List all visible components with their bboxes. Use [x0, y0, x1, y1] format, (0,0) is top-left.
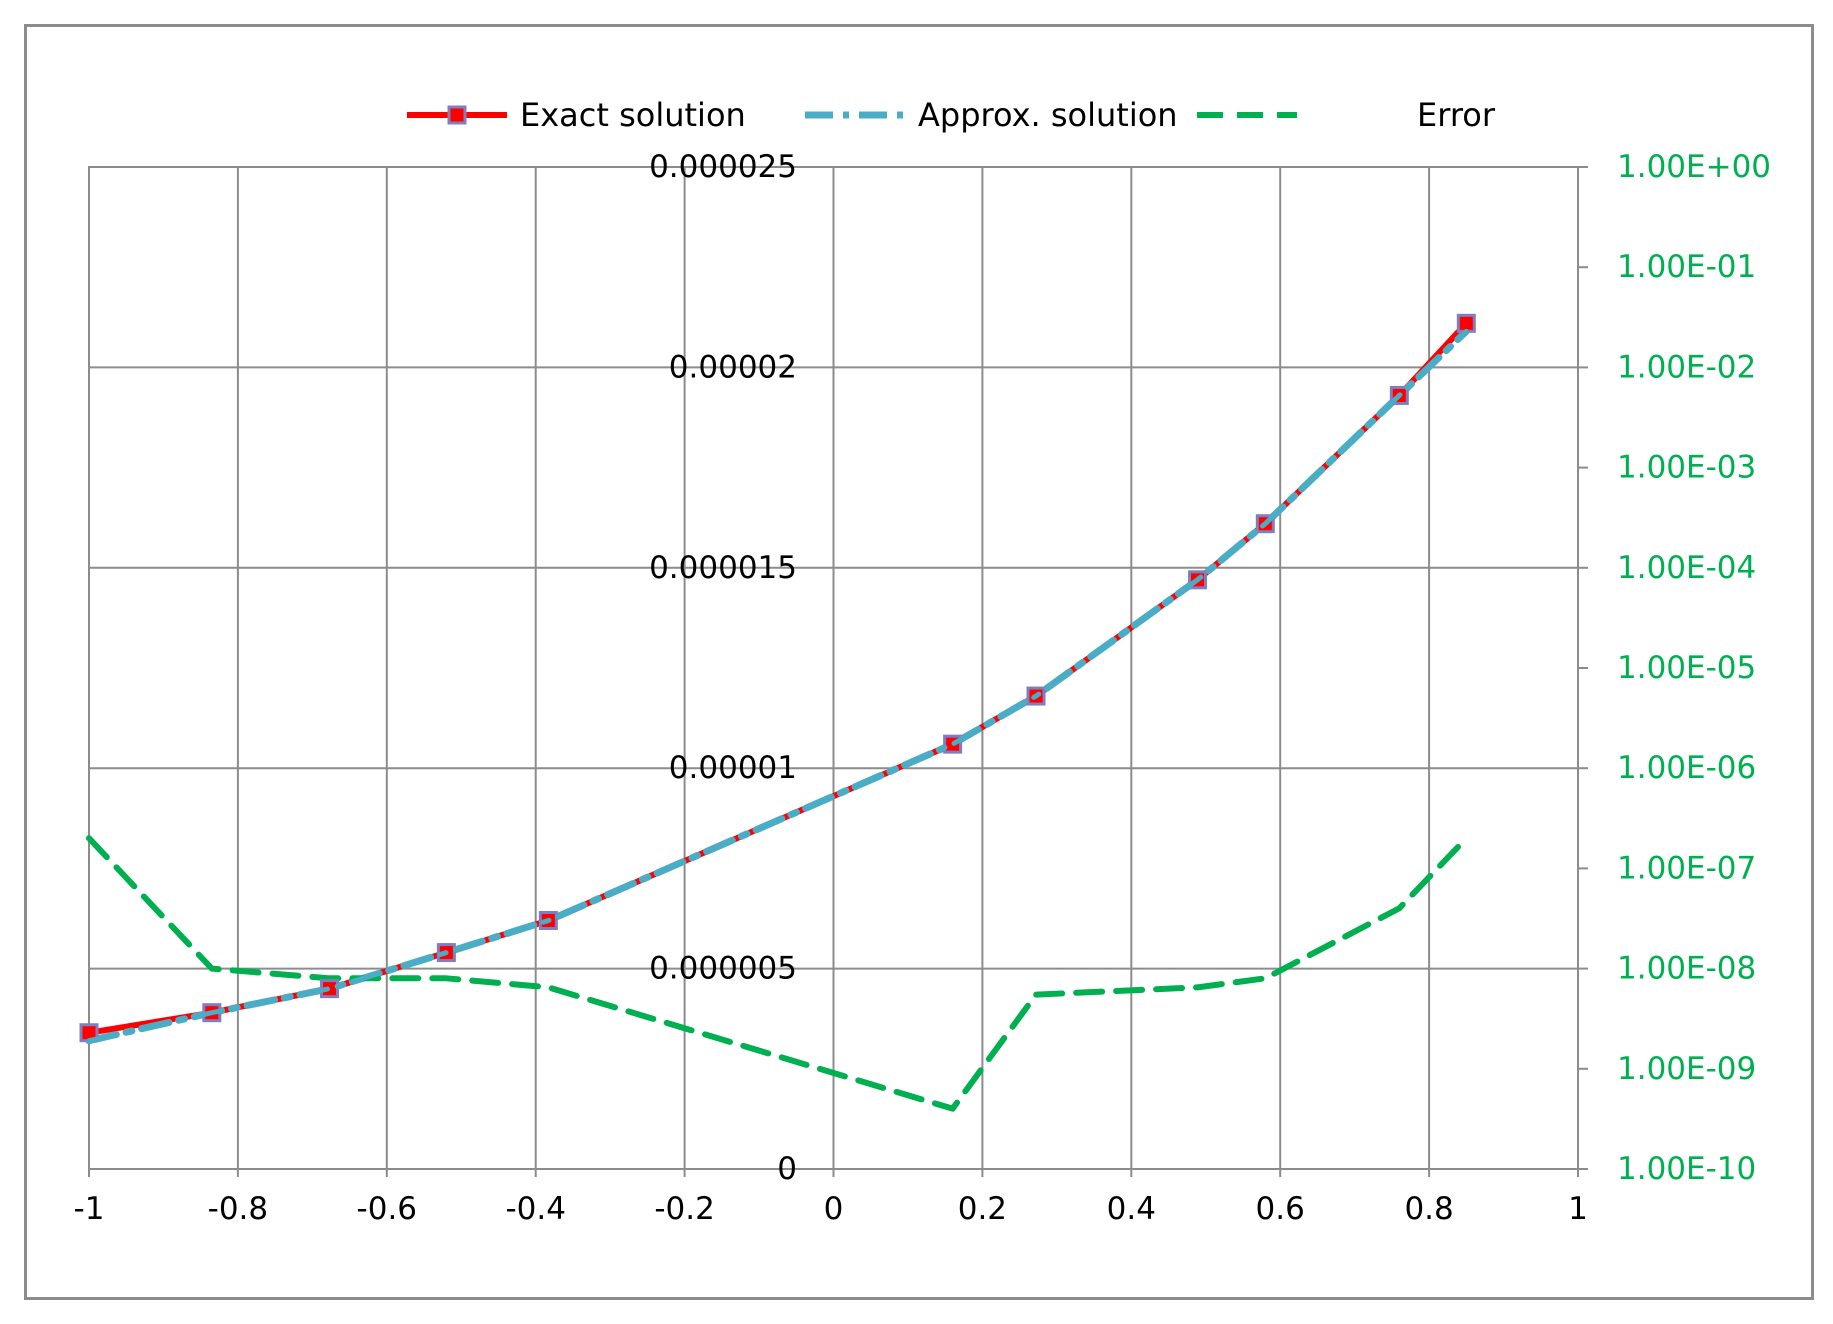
- legend-label-0: Exact solution: [520, 96, 746, 134]
- y2-tick-label: 1.00E-02: [1617, 349, 1756, 385]
- x-tick-label: -1: [74, 1191, 105, 1227]
- x-tick-label: -0.6: [357, 1191, 418, 1227]
- y-tick-label: 0.000025: [649, 149, 797, 185]
- x-tick-label: -0.4: [505, 1191, 566, 1227]
- series-line-1: [89, 331, 1466, 1040]
- x-tick-label: 0.4: [1107, 1191, 1156, 1227]
- y2-tick-label: 1.00E+00: [1617, 149, 1771, 185]
- y2-tick-label: 1.00E-05: [1617, 650, 1756, 686]
- y-tick-label: 0.000015: [649, 550, 797, 586]
- y2-tick-label: 1.00E-07: [1617, 850, 1756, 886]
- chart-svg: -1 -0.8 -0.6 -0.4 -0.2 0 0.2 0.4 0.6 0.8 1 0 0.00000…: [27, 27, 1811, 1297]
- y2-tick-label: 1.00E-10: [1617, 1151, 1756, 1187]
- y2-tick-label: 1.00E-08: [1617, 951, 1756, 987]
- x-tick-label: -0.8: [208, 1191, 269, 1227]
- y2-tick-label: 1.00E-09: [1617, 1051, 1756, 1087]
- x-tick-label: 1: [1568, 1191, 1588, 1227]
- legend-marker-0: [449, 107, 465, 123]
- y2-tick-label: 1.00E-06: [1617, 750, 1756, 786]
- y2-tick-label: 1.00E-01: [1617, 249, 1756, 285]
- y-tick-label: 0.00002: [669, 349, 797, 385]
- y2-tick-label: 1.00E-03: [1617, 450, 1756, 486]
- y2-tick-label: 1.00E-04: [1617, 550, 1756, 586]
- chart-frame: -1 -0.8 -0.6 -0.4 -0.2 0 0.2 0.4 0.6 0.8 1 0 0.00000…: [24, 24, 1814, 1300]
- y-tick-label: 0.00001: [669, 750, 797, 786]
- series-line-0: [89, 323, 1466, 1032]
- x-tick-label: 0.8: [1404, 1191, 1453, 1227]
- series-layer: [81, 315, 1474, 1108]
- series-line-overlay-1: [89, 331, 1466, 1040]
- x-tick-label: 0: [824, 1191, 844, 1227]
- legend-label-2: Error: [1417, 96, 1496, 134]
- x-tick-label: -0.2: [654, 1191, 715, 1227]
- x-tick-label: 0.2: [958, 1191, 1007, 1227]
- axis-layer: -1 -0.8 -0.6 -0.4 -0.2 0 0.2 0.4 0.6 0.8 1 0 0.00000…: [74, 149, 1771, 1227]
- x-tick-label: 0.6: [1256, 1191, 1305, 1227]
- y-tick-label: 0.000005: [649, 951, 797, 987]
- legend-label-1: Approx. solution: [918, 96, 1178, 134]
- legend: Exact solution Approx. solution Error: [407, 96, 1496, 134]
- y-tick-label: 0: [777, 1151, 797, 1187]
